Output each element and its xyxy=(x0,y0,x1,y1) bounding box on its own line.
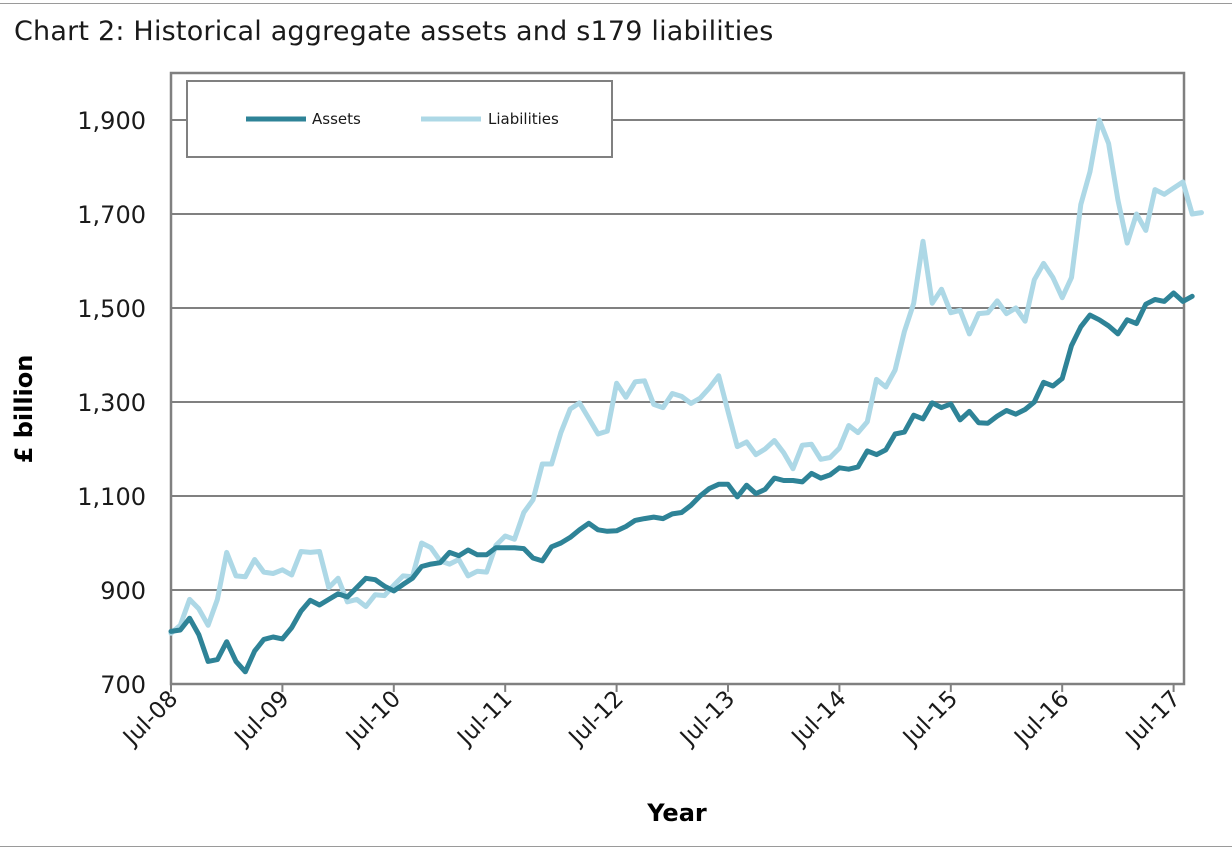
x-tick-label: Jul-14 xyxy=(786,686,852,752)
x-tick-label: Jul-13 xyxy=(674,686,740,752)
legend: Assets Liabilities xyxy=(186,80,613,158)
chart-title: Chart 2: Historical aggregate assets and… xyxy=(14,16,774,47)
x-tick-label: Jul-16 xyxy=(1008,686,1074,752)
series-line-liabilities xyxy=(168,117,1204,636)
gridlines xyxy=(171,119,1184,591)
y-tick-label: 1,300 xyxy=(77,389,146,417)
plot-frame xyxy=(169,71,1186,686)
legend-label-liabilities: Liabilities xyxy=(488,110,559,128)
x-tick-label: Jul-11 xyxy=(451,686,517,752)
legend-label-assets: Assets xyxy=(312,110,361,128)
x-tick-label: Jul-15 xyxy=(897,686,963,752)
series-line-assets xyxy=(168,290,1195,675)
x-axis: Jul-08 Jul-09 Jul-10 Jul-11 Jul-12 Jul-13 Jul-… xyxy=(117,684,1186,752)
series-lines xyxy=(168,117,1204,675)
y-tick-label: 1,900 xyxy=(77,107,146,135)
y-axis: 700 900 1,100 1,300 1,500 1,700 1,900 xyxy=(77,107,146,699)
y-tick-label: 900 xyxy=(100,577,146,605)
x-tick-label: Jul-17 xyxy=(1120,686,1186,752)
x-tick-label: Jul-10 xyxy=(340,686,406,752)
plot-area-border xyxy=(169,71,1186,686)
top-rule xyxy=(0,3,1232,4)
y-tick-label: 1,100 xyxy=(77,483,146,511)
x-tick-label: Jul-09 xyxy=(229,686,295,752)
y-tick-label: 700 xyxy=(100,671,146,699)
bottom-rule xyxy=(0,846,1232,847)
x-tick-label: Jul-12 xyxy=(563,686,629,752)
y-axis-label: £ billion xyxy=(10,355,38,464)
x-axis-label: Year xyxy=(646,799,707,827)
y-tick-label: 1,700 xyxy=(77,201,146,229)
y-tick-label: 1,500 xyxy=(77,295,146,323)
